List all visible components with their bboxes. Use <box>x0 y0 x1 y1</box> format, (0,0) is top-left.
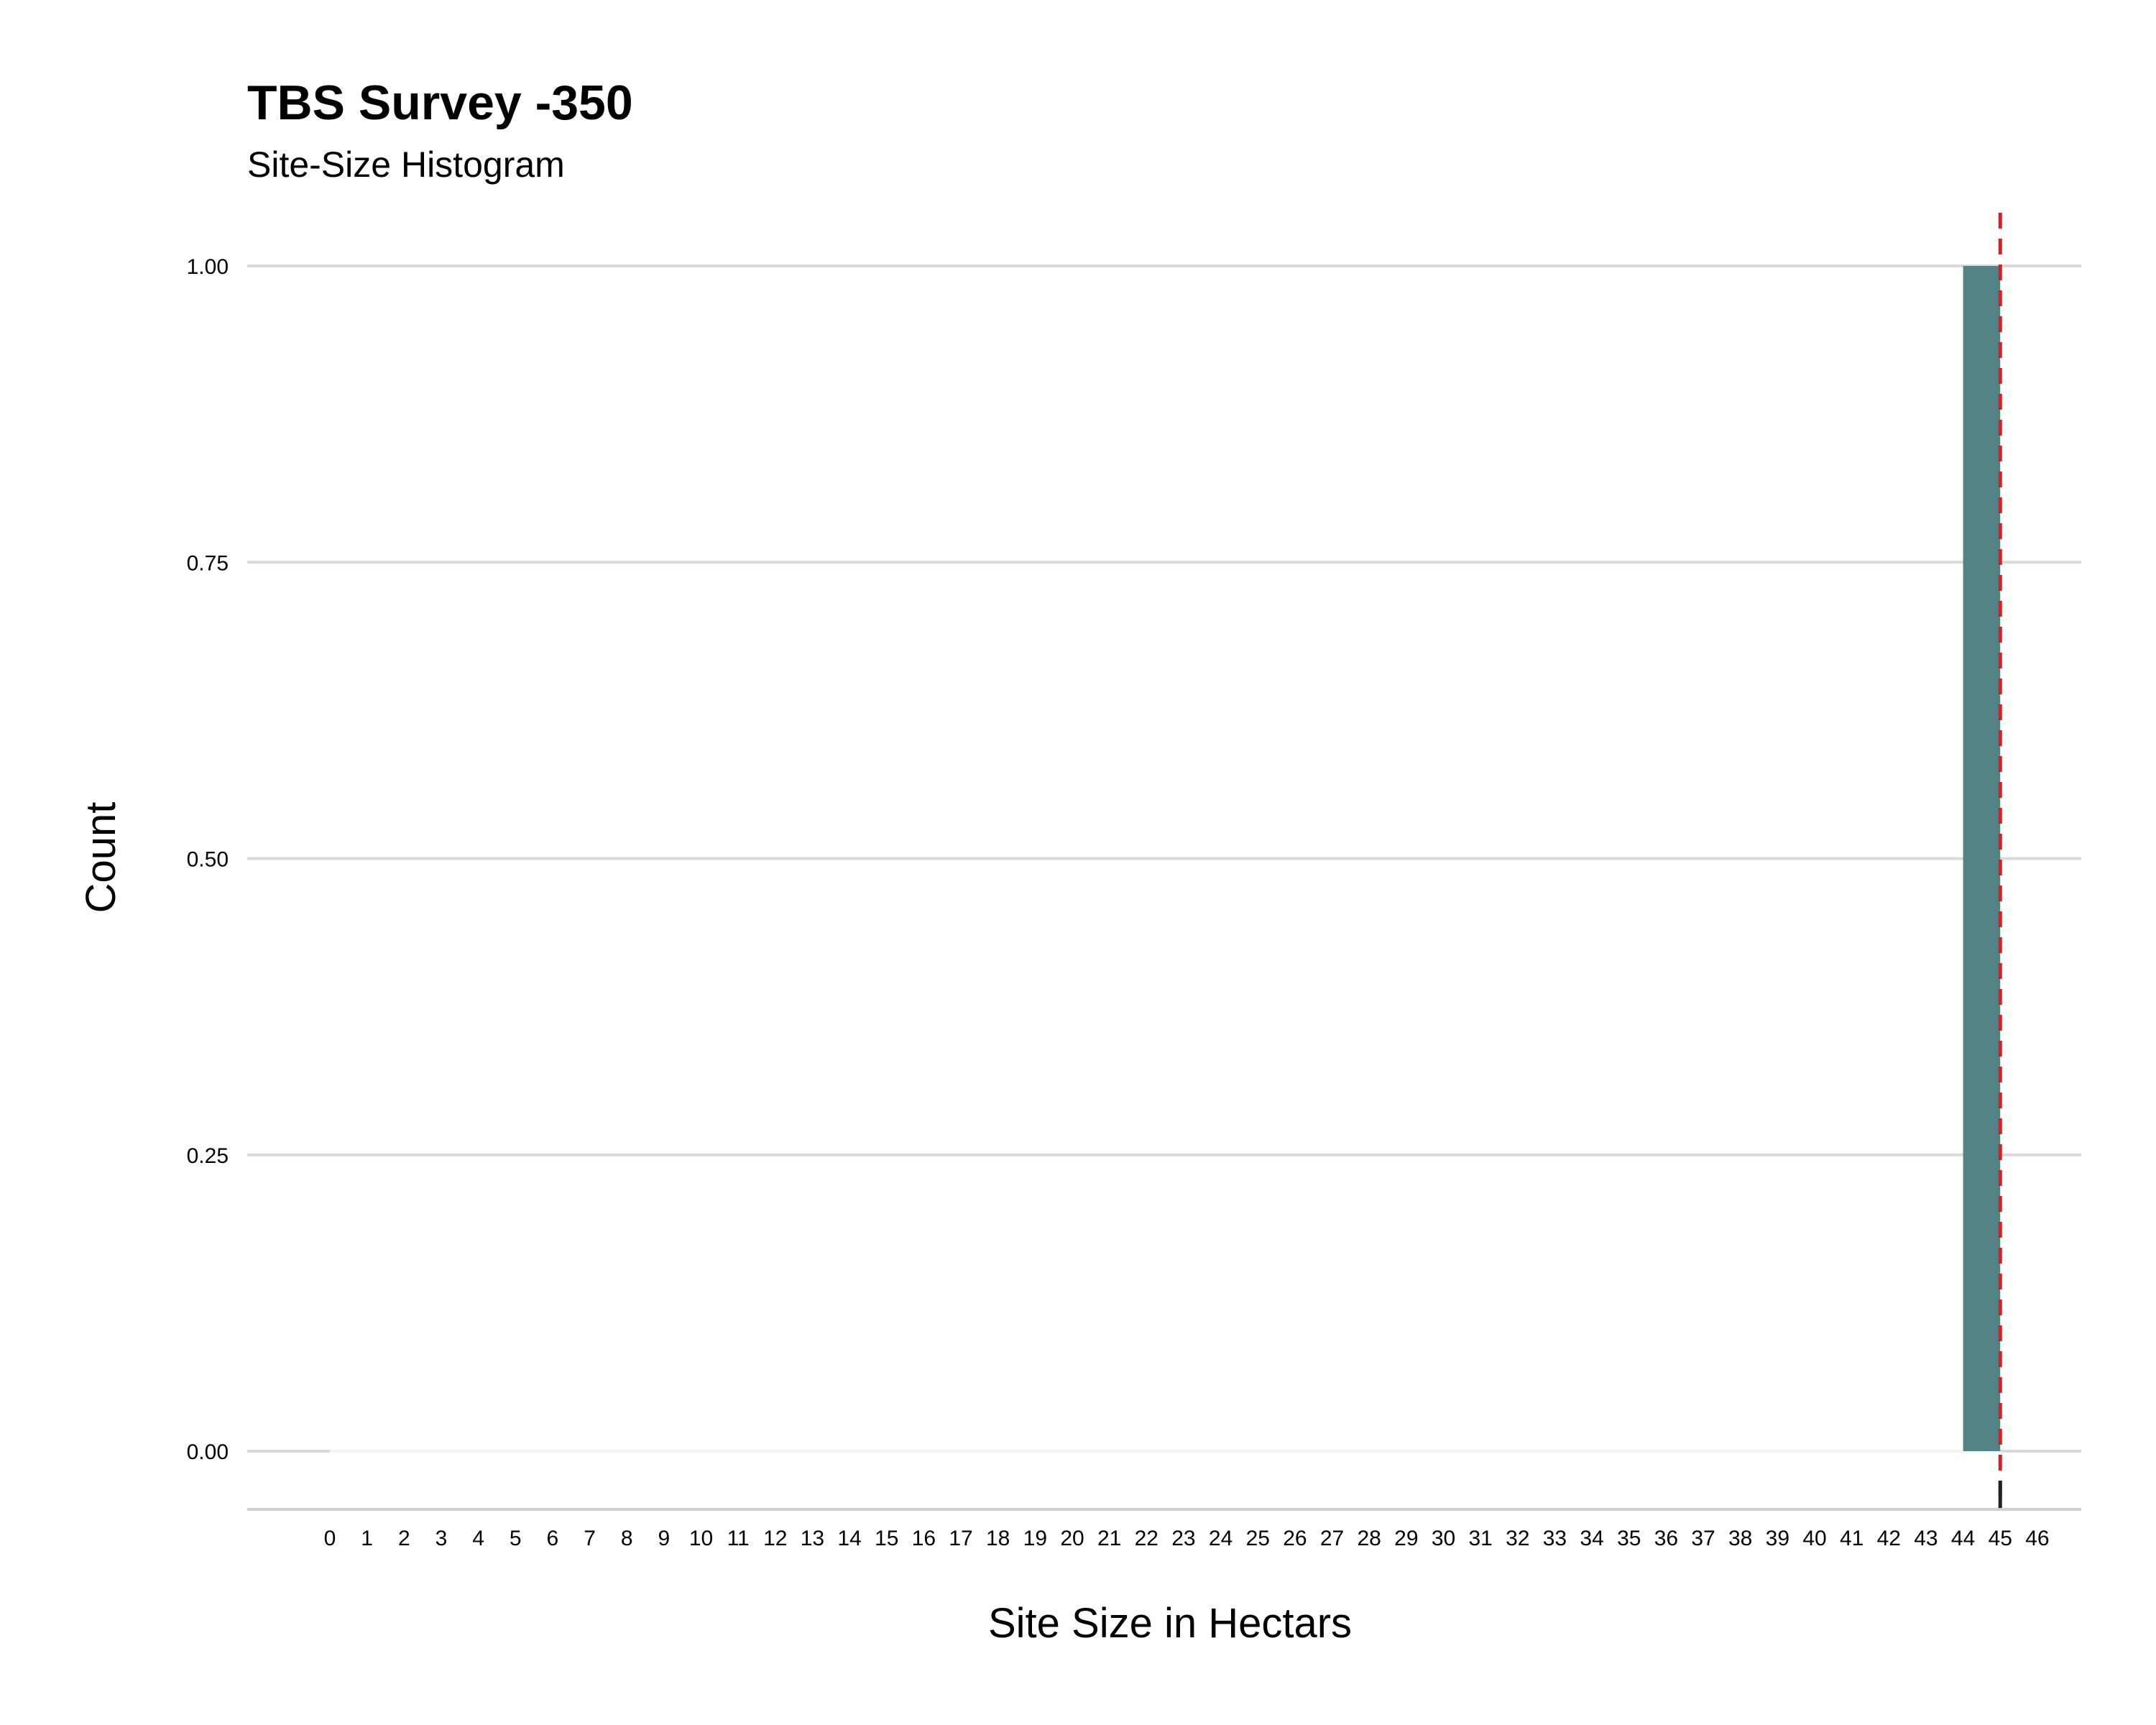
x-tick-label: 10 <box>689 1527 713 1550</box>
x-tick-label: 18 <box>986 1527 1010 1550</box>
x-tick-label: 2 <box>398 1527 410 1550</box>
x-tick-label: 40 <box>1802 1527 1826 1550</box>
x-tick-label: 7 <box>584 1527 596 1550</box>
x-axis-title: Site Size in Hectars <box>988 1600 1352 1647</box>
x-tick-label: 27 <box>1320 1527 1344 1550</box>
x-tick-label: 9 <box>658 1527 671 1550</box>
y-axis-title: Count <box>78 802 124 914</box>
x-tick-label: 24 <box>1209 1527 1233 1550</box>
y-tick-label: 0.25 <box>187 1144 229 1168</box>
x-tick-label: 31 <box>1468 1527 1492 1550</box>
x-tick-label: 26 <box>1283 1527 1307 1550</box>
x-tick-label: 15 <box>875 1527 898 1550</box>
x-tick-label: 39 <box>1766 1527 1789 1550</box>
x-tick-label: 44 <box>1951 1527 1975 1550</box>
x-tick-label: 36 <box>1654 1527 1678 1550</box>
y-tick-label: 0.00 <box>187 1440 229 1464</box>
y-tick-label: 0.75 <box>187 551 229 575</box>
x-tick-label: 11 <box>727 1527 750 1550</box>
x-tick-label: 8 <box>621 1527 633 1550</box>
x-tick-label: 28 <box>1358 1527 1381 1550</box>
x-tick-label: 37 <box>1691 1527 1715 1550</box>
x-tick-label: 16 <box>912 1527 936 1550</box>
x-tick-label: 46 <box>2025 1527 2049 1550</box>
x-tick-label: 34 <box>1580 1527 1603 1550</box>
x-tick-label: 0 <box>324 1527 336 1550</box>
x-tick-label: 17 <box>949 1527 972 1550</box>
x-tick-label: 22 <box>1135 1527 1158 1550</box>
x-tick-label: 23 <box>1171 1527 1195 1550</box>
x-axis: 0 1 2 3 4 5 6 7 8 9 10 11 12 13 14 15 16 17 18 19 20 21 22 23 24… <box>247 1508 2081 1550</box>
x-tick-label: 25 <box>1246 1527 1270 1550</box>
y-axis: 0.00 0.25 0.50 0.75 1.00 <box>187 255 229 1464</box>
histogram-bars <box>330 266 2001 1453</box>
x-tick-label: 35 <box>1617 1527 1641 1550</box>
x-tick-label: 43 <box>1914 1527 1938 1550</box>
x-tick-label: 45 <box>1989 1527 2012 1550</box>
x-tick-label: 42 <box>1877 1527 1901 1550</box>
x-tick-label: 29 <box>1394 1527 1418 1550</box>
x-tick-label: 32 <box>1506 1527 1529 1550</box>
y-tick-label: 0.50 <box>187 848 229 872</box>
x-tick-label: 3 <box>436 1527 448 1550</box>
histogram-bar <box>1963 266 2001 1451</box>
y-gridlines <box>247 264 2081 1453</box>
x-tick-label: 41 <box>1840 1527 1864 1550</box>
x-tick-label: 14 <box>837 1527 861 1550</box>
chart-subtitle: Site-Size Histogram <box>247 144 565 185</box>
x-tick-label: 4 <box>472 1527 484 1550</box>
y-tick-label: 1.00 <box>187 255 229 279</box>
x-tick-label: 5 <box>510 1527 522 1550</box>
x-tick-label: 20 <box>1060 1527 1084 1550</box>
x-tick-label: 38 <box>1728 1527 1752 1550</box>
x-tick-label: 19 <box>1023 1527 1047 1550</box>
x-tick-label: 13 <box>801 1527 824 1550</box>
x-tick-label: 21 <box>1097 1527 1121 1550</box>
x-tick-label: 12 <box>763 1527 787 1550</box>
x-tick-label: 6 <box>547 1527 559 1550</box>
x-tick-label: 33 <box>1543 1527 1567 1550</box>
chart-title: TBS Survey -350 <box>247 75 633 130</box>
x-tick-label: 30 <box>1432 1527 1455 1550</box>
x-tick-label: 1 <box>361 1527 373 1550</box>
